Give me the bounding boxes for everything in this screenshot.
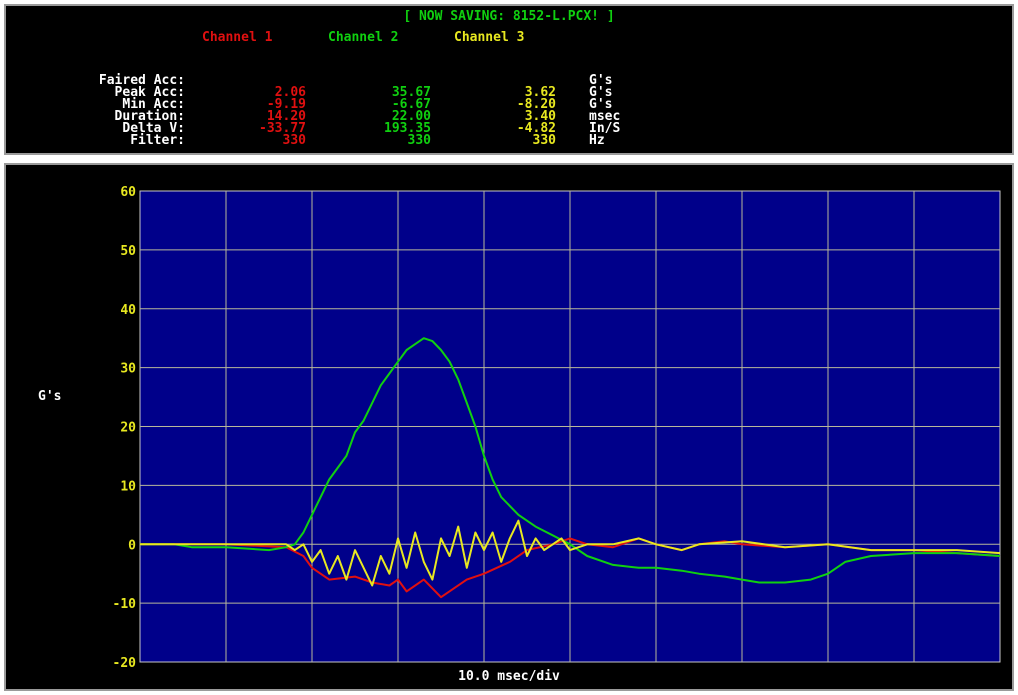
ch3-filter-value: 330	[532, 133, 556, 148]
unit-label: In/S	[589, 121, 621, 136]
acceleration-chart: 60 50 40 30 20 10 0 -10 -20	[113, 185, 1001, 671]
channel-1-legend: Channel 1	[202, 30, 273, 45]
y-tick-label: 0	[128, 538, 136, 553]
y-axis-label: G's	[38, 389, 62, 404]
y-tick-label: 40	[120, 303, 136, 318]
unit-label: G's	[589, 85, 613, 100]
unit-label: G's	[589, 97, 613, 112]
stat-label: Filter:	[130, 133, 185, 148]
y-tick-label: 60	[120, 185, 136, 200]
ch2-peak-value: 35.67	[391, 85, 431, 100]
y-tick-label: -20	[113, 656, 137, 671]
ch1-deltav-value: -33.77	[259, 121, 306, 136]
ch3-min-value: -8.20	[516, 97, 556, 112]
ch3-deltav-value: -4.82	[516, 121, 556, 136]
y-tick-label: 20	[120, 421, 136, 436]
stat-label: Duration:	[114, 109, 185, 124]
y-tick-label: 50	[120, 244, 136, 259]
ch1-min-value: -9.19	[266, 97, 306, 112]
unit-label: Hz	[589, 133, 605, 148]
y-tick-label: 30	[120, 362, 136, 377]
ch1-duration-value: 14.20	[266, 109, 306, 124]
ch1-filter-value: 330	[282, 133, 306, 148]
ch1-peak-value: 2.06	[274, 85, 306, 100]
stat-label: Min Acc:	[122, 97, 185, 112]
chart-panel: 60 50 40 30 20 10 0 -10 -20 G's 10.0 msec/div	[4, 163, 1014, 691]
series-line-channel-3	[140, 519, 1001, 587]
ch2-filter-value: 330	[407, 133, 431, 148]
unit-label: G's	[589, 73, 613, 88]
unit-label: msec	[589, 109, 621, 124]
ch2-duration-value: 22.00	[391, 109, 431, 124]
ch3-duration-value: 3.40	[524, 109, 556, 124]
ch3-peak-value: 3.62	[524, 85, 556, 100]
x-axis-label: 10.0 msec/div	[458, 669, 560, 684]
channel-2-legend: Channel 2	[328, 30, 399, 45]
stat-label: Delta V:	[122, 121, 185, 136]
channel-3-legend: Channel 3	[454, 30, 525, 45]
stats-panel: [ NOW SAVING: 8152-L.PCX! ] Channel 1 Ch…	[4, 4, 1014, 155]
series-line-channel-2	[140, 337, 1001, 584]
stat-label: Faired Acc:	[98, 73, 185, 88]
saving-status: [ NOW SAVING: 8152-L.PCX! ]	[403, 9, 615, 24]
ch2-min-value: -6.67	[391, 97, 431, 112]
y-tick-label: -10	[113, 597, 137, 612]
stat-label: Peak Acc:	[114, 85, 185, 100]
ch2-deltav-value: 193.35	[384, 121, 431, 136]
y-tick-label: 10	[120, 479, 136, 494]
